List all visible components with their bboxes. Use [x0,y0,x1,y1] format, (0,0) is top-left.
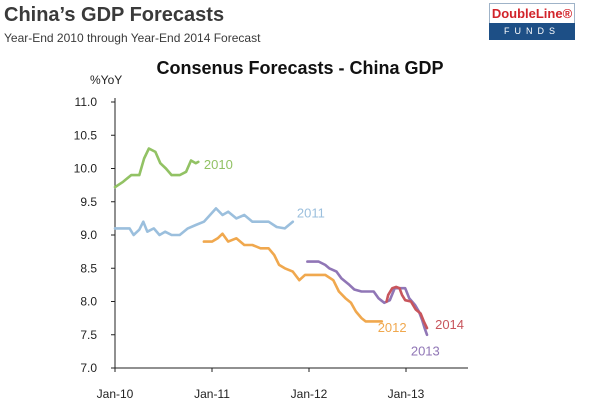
x-tick-label: Jan-11 [194,387,230,401]
series-line-2011 [113,207,295,237]
series-label-2010: 2010 [204,157,233,172]
series-label-2014: 2014 [435,317,464,332]
y-tick-label: 10.0 [74,162,98,176]
series-line-2010 [113,147,200,189]
logo-registered-mark: ® [562,6,573,21]
y-tick-label: 10.5 [74,128,98,142]
y-tick-label: 7.0 [80,361,97,375]
doubleline-logo: DoubleLine® FUNDS [489,3,575,41]
series-label-2011: 2011 [297,206,325,221]
series-line-2012 [202,232,384,323]
logo-wordmark: DoubleLine® [489,3,575,23]
logo-tagline: FUNDS [489,23,575,40]
y-tick-label: 11.0 [75,95,98,109]
chart-title: Consenus Forecasts - China GDP [156,58,444,78]
series-line-2014 [385,285,429,330]
logo-name: DoubleLine [491,6,563,21]
y-tick-label: 9.5 [80,195,97,209]
x-tick-label: Jan-10 [97,387,134,401]
series-label-2012: 2012 [378,320,407,335]
x-tick-label: Jan-13 [388,387,425,401]
y-tick-label: 9.0 [80,228,97,242]
y-axis-label: %YoY [90,73,122,87]
series-label-2013: 2013 [411,343,440,358]
x-tick-label: Jan-12 [291,387,328,401]
y-tick-label: 8.0 [80,295,97,309]
series-line-2013 [306,260,429,337]
y-tick-label: 7.5 [80,328,97,342]
y-tick-label: 8.5 [80,261,97,275]
page-title: China’s GDP Forecasts [4,4,225,26]
page-subtitle: Year-End 2010 through Year-End 2014 Fore… [4,31,261,45]
